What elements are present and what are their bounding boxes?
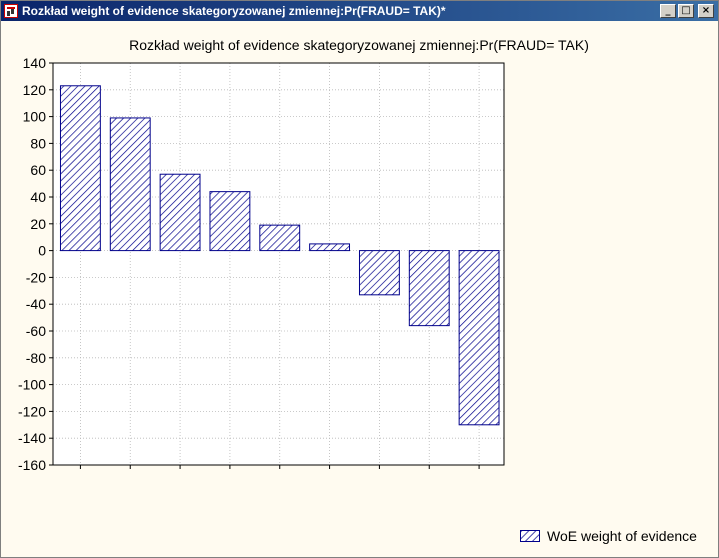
bar: [109, 117, 151, 252]
window-title: Rozkład weight of evidence skategoryzowa…: [22, 4, 446, 18]
maximize-button[interactable]: □: [678, 4, 694, 18]
y-tick-label: 120: [23, 82, 47, 98]
y-tick-label: -160: [18, 457, 46, 473]
bar: [259, 224, 301, 252]
y-tick-label: 0: [38, 243, 46, 259]
minimize-button[interactable]: _: [660, 4, 676, 18]
legend-label: WoE weight of evidence: [547, 528, 697, 544]
close-button[interactable]: ×: [698, 4, 714, 18]
chart-title: Rozkład weight of evidence skategoryzowa…: [129, 37, 589, 53]
bar: [59, 85, 101, 252]
y-tick-label: 40: [30, 189, 46, 205]
bar: [209, 191, 251, 252]
y-tick-label: -120: [18, 403, 46, 419]
bar: [458, 250, 500, 426]
y-tick-label: -60: [26, 323, 46, 339]
y-tick-label: 100: [23, 109, 47, 125]
y-tick-label: 140: [23, 55, 47, 71]
legend-swatch: [520, 530, 540, 542]
y-tick-label: -20: [26, 269, 46, 285]
legend: WoE weight of evidence: [520, 528, 697, 544]
y-tick-label: -100: [18, 377, 46, 393]
chart-app-icon[interactable]: [4, 4, 18, 18]
y-tick-label: 80: [30, 135, 46, 151]
plot-frame: [52, 62, 505, 466]
woe-bar-chart: Rozkład weight of evidence skategoryzowa…: [18, 37, 589, 473]
bar: [408, 250, 450, 327]
y-tick-label: -40: [26, 296, 46, 312]
y-tick-label: 60: [30, 162, 46, 178]
y-tick-label: -80: [26, 350, 46, 366]
window-controls: _ □ ×: [660, 4, 714, 18]
bar: [159, 173, 201, 252]
y-tick-label: 20: [30, 216, 46, 232]
plot-area: 140 120 100 80 60 40 20 0 -20 -40 -60 -80 -100 -120 -1…: [18, 55, 505, 473]
y-tick-label: -140: [18, 430, 46, 446]
bar: [309, 243, 351, 252]
bar: [358, 250, 400, 296]
title-bar[interactable]: Rozkład weight of evidence skategoryzowa…: [1, 1, 718, 21]
